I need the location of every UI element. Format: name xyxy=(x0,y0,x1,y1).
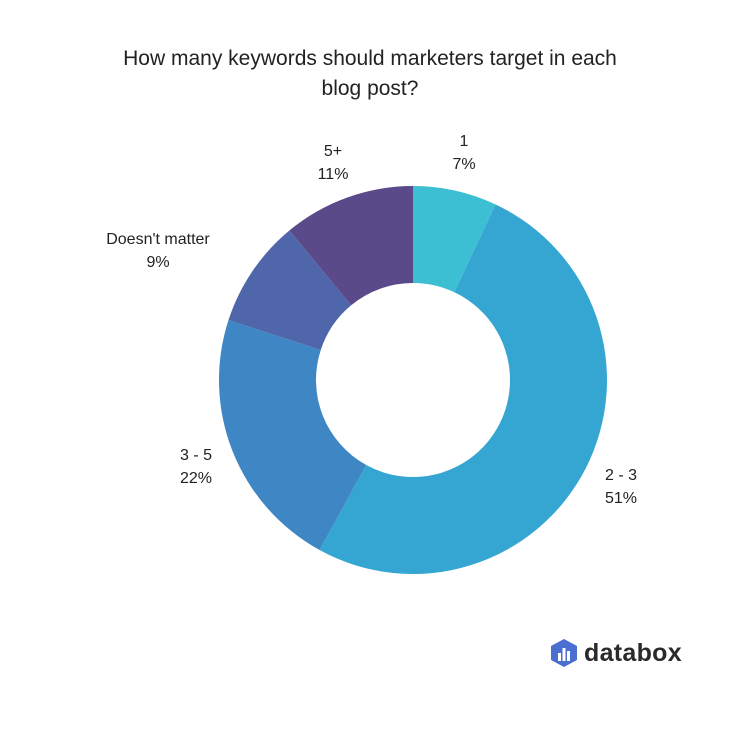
databox-logo-text: databox xyxy=(584,638,682,667)
label-5-plus: 5+ 11% xyxy=(318,140,349,186)
label-category: 1 xyxy=(459,133,469,150)
title-line-2: blog post? xyxy=(321,77,419,100)
donut-slice-1 xyxy=(413,186,496,293)
label-value: 9% xyxy=(146,254,170,271)
label-category: 2 - 3 xyxy=(604,467,637,484)
donut-slice-doesn-t-matter xyxy=(228,230,352,351)
label-category: 3 - 5 xyxy=(179,447,212,464)
chart-title: How many keywords should marketers targe… xyxy=(0,44,740,104)
label-value: 51% xyxy=(604,490,638,507)
label-value: 7% xyxy=(452,156,476,173)
donut-slice-3-5 xyxy=(219,320,367,551)
databox-logo-icon xyxy=(551,639,577,667)
label-doesnt-matter: Doesn't matter 9% xyxy=(103,228,213,274)
donut-slice-5- xyxy=(289,186,413,306)
label-category: 5+ xyxy=(323,143,343,160)
title-line-1: How many keywords should marketers targe… xyxy=(123,47,617,70)
databox-logo: databox xyxy=(550,638,682,668)
label-3-5: 3 - 5 22% xyxy=(180,444,212,490)
label-2-3: 2 - 3 51% xyxy=(605,464,637,510)
label-value: 22% xyxy=(179,470,213,487)
label-1: 1 7% xyxy=(452,130,475,176)
label-category: Doesn't matter xyxy=(106,231,210,248)
donut-slice-2-3 xyxy=(319,204,608,574)
label-value: 11% xyxy=(317,166,349,183)
